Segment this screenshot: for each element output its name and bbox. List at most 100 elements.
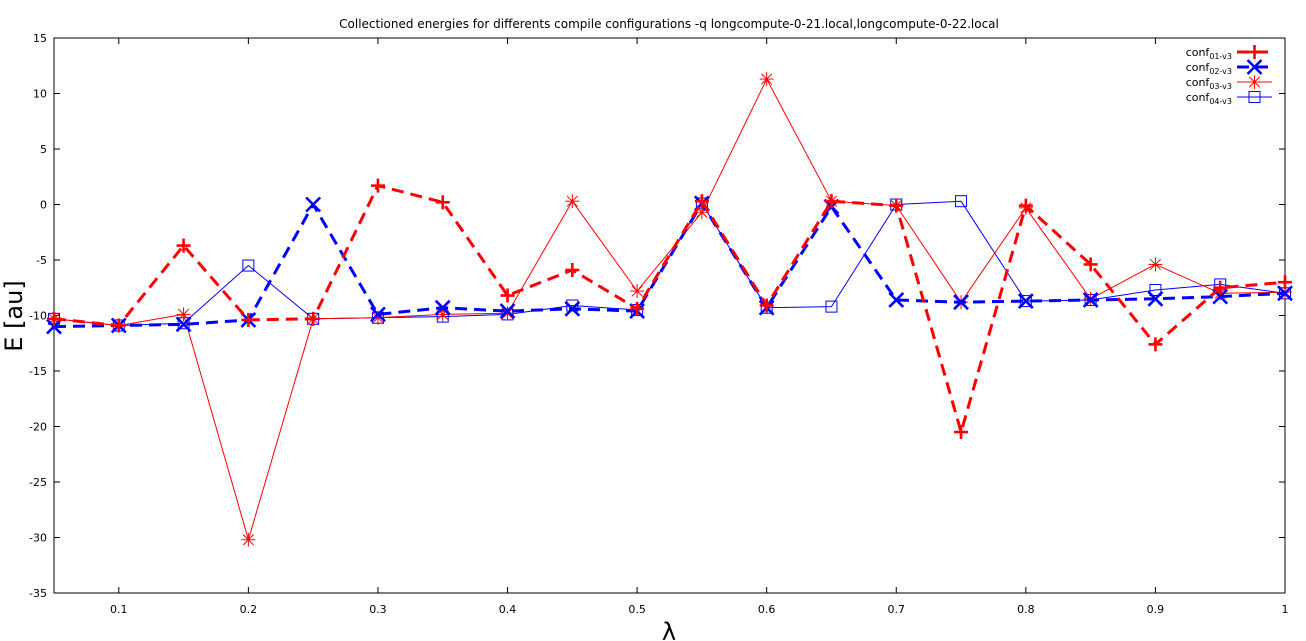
data-point-marker (370, 178, 385, 193)
data-point-marker (500, 288, 515, 303)
data-point-marker (1147, 290, 1164, 307)
data-point-marker (1278, 275, 1292, 290)
legend-entry: conf03-v3 (1186, 75, 1272, 91)
data-point-marker (1246, 59, 1263, 75)
y-tick-label: -10 (29, 310, 47, 323)
marker-cross-b (1017, 293, 1034, 309)
marker-square (1248, 91, 1261, 103)
series-layer (46, 72, 1293, 547)
marker-cross-b (1147, 290, 1164, 307)
data-point-marker (435, 195, 450, 210)
x-tick-label: 0.3 (369, 603, 387, 616)
legend-label-base: conf (1186, 46, 1211, 59)
data-point-marker (953, 294, 969, 311)
y-tick-label: 0 (40, 199, 47, 212)
series-01-v3 (47, 178, 1292, 440)
data-point-marker (176, 238, 191, 253)
marker-cross-b (434, 299, 451, 316)
data-point-marker (499, 303, 516, 319)
data-point-marker (1017, 293, 1034, 309)
x-tick-label: 0.4 (499, 603, 517, 616)
marker-cross-b (1212, 288, 1229, 305)
x-axis-label: λ (662, 618, 676, 641)
legend-entry: conf04-v3 (1186, 91, 1272, 106)
x-tick-label: 0.6 (758, 603, 776, 616)
data-point-marker (565, 194, 580, 209)
x-tick-label: 0.9 (1147, 603, 1165, 616)
legend-label-subscript: 01-v3 (1209, 52, 1232, 61)
series-02-v3 (46, 195, 1293, 335)
legend-label-subscript: 02-v3 (1209, 67, 1232, 76)
data-point-marker (500, 306, 515, 321)
legend-label-subscript: 03-v3 (1209, 82, 1232, 91)
y-axis: 15 10 5 0 -5 -10 -15 -20 -25 -30 -35 (29, 32, 1285, 600)
x-tick-label: 0.5 (628, 603, 646, 616)
marker-cross-b (305, 196, 322, 213)
plot-border (53, 37, 1286, 594)
y-tick-label: 10 (33, 88, 47, 101)
x-tick-label: 0.2 (240, 603, 258, 616)
data-point-marker (1148, 257, 1163, 272)
data-point-marker (955, 195, 968, 208)
marker-cross-b (564, 300, 581, 317)
data-point-marker (759, 298, 774, 313)
marker-cross-b (1082, 292, 1099, 308)
y-tick-label: -35 (29, 587, 47, 600)
y-tick-label: 5 (40, 143, 47, 156)
data-point-marker (46, 318, 62, 335)
data-point-marker (175, 316, 192, 333)
marker-cross-b (499, 303, 516, 319)
data-point-marker (1248, 91, 1261, 103)
y-tick-label: -15 (29, 365, 47, 378)
x-axis: 0.1 0.2 0.3 0.4 0.5 0.6 0.7 0.8 0.9 1 (110, 38, 1289, 616)
legend-label: conf03-v3 (1186, 76, 1232, 91)
marker-star-b (501, 307, 514, 319)
data-point-marker (434, 299, 451, 316)
data-point-marker (1277, 285, 1293, 302)
data-point-marker (1018, 198, 1033, 213)
marker-square (242, 259, 255, 272)
legend-entry: conf02-v3 (1186, 59, 1272, 76)
legend-label-base: conf (1186, 76, 1211, 89)
data-point-marker (1149, 283, 1162, 296)
marker-square (566, 299, 579, 312)
marker-cross-b (1277, 285, 1293, 302)
legend-label-subscript: 04-v3 (1209, 97, 1232, 106)
data-point-marker (759, 72, 774, 87)
legend-entry: conf01-v3 (1186, 45, 1272, 61)
data-point-marker (630, 301, 645, 316)
x-tick-label: 0.7 (888, 603, 906, 616)
data-point-marker (565, 262, 580, 277)
marker-cross-b (1246, 59, 1263, 75)
data-point-marker (306, 311, 321, 326)
x-tick-label: 1 (1282, 603, 1289, 616)
legend-label: conf04-v3 (1186, 91, 1232, 106)
data-point-marker (47, 311, 61, 326)
data-point-marker (241, 312, 256, 327)
legend-label: conf01-v3 (1186, 46, 1232, 61)
y-tick-label: -5 (36, 254, 47, 267)
data-point-marker (176, 307, 191, 322)
marker-cross-b (888, 292, 905, 308)
series-line (53, 78, 1286, 541)
x-tick-label: 0.1 (110, 603, 128, 616)
series-04-v3 (48, 195, 1291, 332)
series-03-v3 (47, 72, 1292, 547)
y-axis-label: E [au] (0, 280, 28, 351)
marker-star-b (566, 195, 578, 207)
data-point-marker (694, 194, 709, 209)
data-point-marker (111, 318, 126, 333)
data-point-marker (566, 299, 579, 312)
marker-square (955, 195, 968, 208)
legend-label: conf02-v3 (1186, 61, 1232, 76)
data-point-marker (825, 300, 838, 313)
marker-cross-b (370, 306, 386, 323)
plot-frame (53, 37, 1286, 594)
marker-star-b (1149, 258, 1162, 271)
data-point-marker (1082, 292, 1099, 308)
data-point-marker (630, 284, 645, 299)
data-point-marker (889, 198, 904, 213)
data-point-marker (1083, 257, 1098, 272)
